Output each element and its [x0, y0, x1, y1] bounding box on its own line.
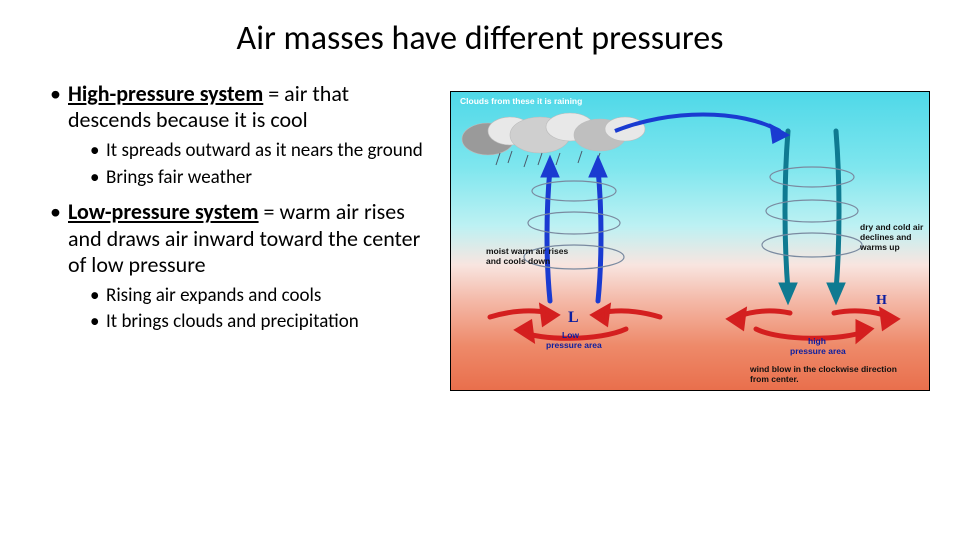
content-row: High-pressure system = air that descends… — [30, 81, 930, 391]
label-low-1: Low — [562, 331, 579, 340]
high-pressure-spirals — [762, 167, 862, 257]
lp-term: Low-pressure system — [68, 198, 259, 225]
label-wind-1: wind blow in the clockwise direction — [750, 365, 897, 374]
hp-sub-2: Brings fair weather — [90, 167, 430, 190]
letter-L: L — [568, 309, 579, 327]
high-pressure-down-arrows — [782, 131, 842, 299]
label-wind-2: from center. — [750, 375, 799, 384]
clouds-icon — [462, 113, 645, 155]
label-right-caption-3: warms up — [860, 243, 900, 252]
label-left-caption-2: and cools down — [486, 257, 550, 266]
label-clouds-top: Clouds from these it is raining — [460, 97, 582, 106]
label-right-caption-2: declines and — [860, 233, 912, 242]
label-high-2: pressure area — [790, 347, 846, 356]
hp-sub-1: It spreads outward as it nears the groun… — [90, 140, 430, 163]
label-right-caption-1: dry and cold air — [860, 223, 923, 232]
page-title: Air masses have different pressures — [90, 18, 870, 59]
label-high-1: high — [808, 337, 826, 346]
bullet-high-pressure: High-pressure system = air that descends… — [50, 81, 430, 189]
diagram-column: Clouds from these it is raining moist wa… — [450, 81, 930, 391]
label-left-caption-1: moist warm air rises — [486, 247, 568, 256]
lp-sub-2: It brings clouds and precipitation — [90, 311, 430, 334]
letter-H: H — [876, 293, 887, 309]
surface-red-arrows — [490, 307, 896, 339]
lp-sub-1: Rising air expands and cools — [90, 285, 430, 308]
diagram-svg — [450, 91, 930, 391]
text-column: High-pressure system = air that descends… — [30, 81, 430, 391]
pressure-diagram: Clouds from these it is raining moist wa… — [450, 91, 930, 391]
bullet-low-pressure: Low-pressure system = warm air rises and… — [50, 199, 430, 334]
hp-term: High-pressure system — [68, 80, 263, 107]
label-low-2: pressure area — [546, 341, 602, 350]
